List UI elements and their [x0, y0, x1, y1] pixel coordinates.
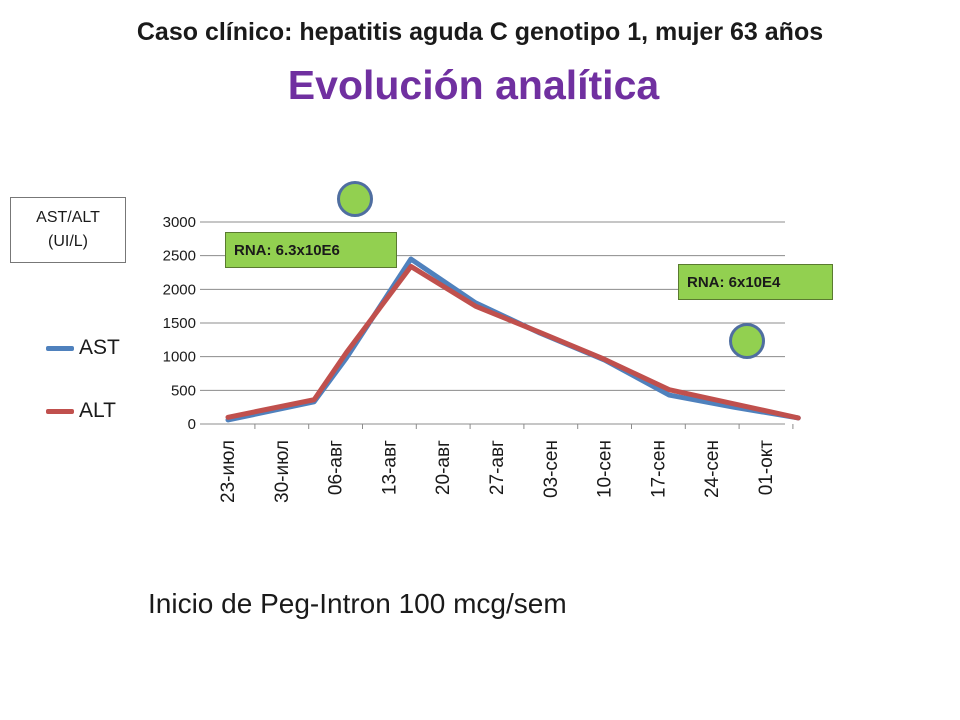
legend-item-ast: AST [46, 333, 120, 363]
legend-swatch-ast [46, 345, 74, 351]
rna-annotation-first: RNA: 6.3x10E6 [225, 232, 397, 268]
x-tick-label: 24-сен [702, 440, 723, 498]
series-line-alt [225, 263, 801, 421]
x-tick-label: 20-авг [433, 440, 454, 495]
y-tick-label: 2000 [163, 281, 196, 298]
green-circle-marker-first [337, 181, 373, 217]
x-tick-label: 01-окт [756, 440, 777, 496]
x-tick-label: 06-авг [326, 440, 347, 495]
x-tick-label: 17-сен [648, 440, 669, 498]
x-tick-label: 10-сен [595, 440, 616, 498]
legend-label-ast: AST [79, 336, 120, 359]
y-tick-label: 1500 [163, 315, 196, 332]
treatment-start-note: Inicio de Peg-Intron 100 mcg/sem [148, 588, 567, 619]
x-tick-label: 23-июл [218, 440, 239, 503]
y-axis-label-box: AST/ALT (UI/L) [10, 197, 126, 263]
slide-title: Evolución analítica [287, 62, 660, 108]
rna-annotation-second: RNA: 6x10E4 [678, 264, 833, 300]
x-tick-label: 13-авг [379, 440, 400, 495]
y-tick-label: 3000 [163, 214, 196, 231]
legend-item-alt: ALT [46, 396, 116, 426]
legend-swatch-alt [46, 408, 74, 414]
y-axis-label-line2: (UI/L) [48, 233, 88, 250]
y-tick-label: 500 [171, 382, 196, 399]
slide-subtitle: Caso clínico: hepatitis aguda C genotipo… [136, 18, 824, 46]
x-tick-label: 03-сен [541, 440, 562, 498]
x-tick-label: 30-июл [272, 440, 293, 503]
y-tick-label: 1000 [163, 349, 196, 366]
x-tick-label: 27-авг [487, 440, 508, 495]
y-tick-label: 0 [188, 416, 196, 433]
legend-label-alt: ALT [79, 399, 116, 422]
y-tick-label: 2500 [163, 248, 196, 265]
y-axis-label-line1: AST/ALT [36, 209, 100, 226]
green-circle-marker-second [729, 323, 765, 359]
